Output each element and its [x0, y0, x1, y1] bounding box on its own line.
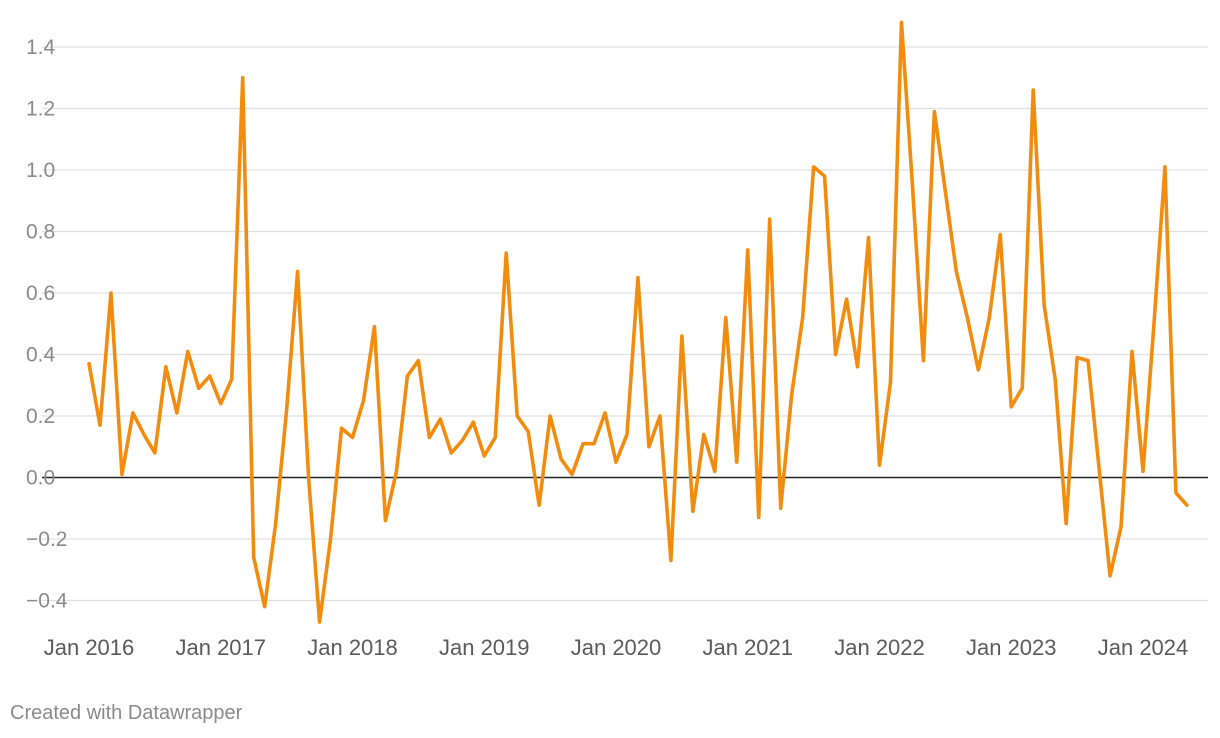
credit-text: Created with Datawrapper — [10, 702, 243, 724]
series-layer — [87, 20, 1189, 624]
y-tick-label: 0.2 — [26, 405, 55, 428]
x-tick-label: Jan 2022 — [834, 635, 925, 660]
y-axis-ticks: 1.4 1.2 1.0 0.8 0.6 0.4 0.2 0.0 −0.2 −0.4 — [26, 36, 68, 613]
x-tick-label: Jan 2016 — [44, 635, 135, 660]
y-tick-label: −0.4 — [26, 590, 68, 613]
x-tick-label: Jan 2020 — [571, 635, 662, 660]
x-axis-ticks: Jan 2016 Jan 2017 Jan 2018 Jan 2019 Jan 2020… — [44, 635, 1189, 660]
x-tick-label: Jan 2017 — [175, 635, 266, 660]
y-tick-label: 1.2 — [26, 98, 55, 121]
x-tick-label: Jan 2024 — [1098, 635, 1189, 660]
line-chart: 1.4 1.2 1.0 0.8 0.6 0.4 0.2 0.0 −0.2 −0.4 Jan 201… — [26, 20, 1208, 660]
y-tick-label: −0.2 — [26, 528, 67, 551]
series-line — [87, 20, 1189, 624]
y-tick-label: 1.4 — [26, 36, 56, 59]
y-tick-label: 1.0 — [26, 159, 55, 182]
y-tick-label: 0.0 — [26, 467, 55, 490]
y-tick-label: 0.8 — [26, 221, 55, 244]
x-tick-label: Jan 2021 — [702, 635, 793, 660]
y-tick-label: 0.4 — [26, 344, 56, 367]
y-tick-label: 0.6 — [26, 282, 55, 305]
x-tick-label: Jan 2018 — [307, 635, 398, 660]
x-tick-label: Jan 2023 — [966, 635, 1057, 660]
x-tick-label: Jan 2019 — [439, 635, 530, 660]
